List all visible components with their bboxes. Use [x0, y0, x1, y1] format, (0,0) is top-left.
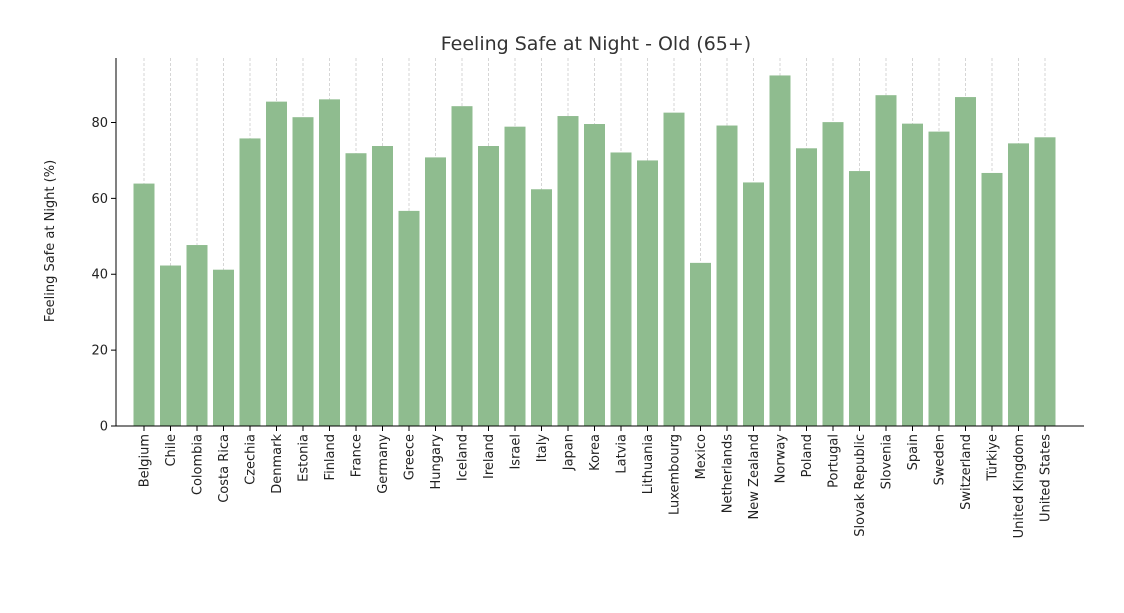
bar-t-rkiye — [981, 172, 1003, 426]
x-tick-label: France — [350, 434, 365, 477]
x-tick-label: Iceland — [456, 434, 471, 481]
y-tick-label: 60 — [91, 192, 108, 207]
bar-ireland — [478, 146, 499, 427]
x-tick-label: Latvia — [615, 434, 630, 474]
bar-france — [345, 153, 367, 427]
bar-sweden — [928, 131, 950, 426]
x-tick-label: Korea — [588, 434, 603, 471]
y-axis-label: Feeling Safe at Night (%) — [43, 160, 58, 322]
x-tick-label: Spain — [906, 434, 921, 470]
bar-new-zealand — [743, 182, 764, 426]
y-axis-ticks: 0 20 40 60 80 — [91, 116, 116, 435]
x-tick-label: Mexico — [694, 434, 709, 479]
x-tick-label: Czechia — [244, 434, 259, 485]
bar-denmark — [266, 101, 287, 426]
bar-slovenia — [875, 95, 897, 426]
x-tick-label: Greece — [403, 434, 418, 480]
bar-luxembourg — [663, 112, 685, 427]
x-tick-label: Colombia — [191, 434, 206, 495]
bar-mexico — [690, 262, 711, 426]
x-tick-label: Finland — [323, 434, 338, 480]
bar-germany — [372, 146, 393, 427]
bar-chile — [160, 265, 181, 426]
x-tick-label: Lithuania — [641, 434, 656, 494]
x-tick-label: Slovak Republic — [853, 434, 868, 537]
x-tick-label: Estonia — [297, 434, 312, 482]
bar-spain — [902, 123, 923, 426]
bar-latvia — [610, 152, 632, 426]
bar-finland — [319, 99, 340, 427]
x-tick-label: Luxembourg — [668, 434, 683, 515]
bar-japan — [557, 116, 579, 427]
bar-greece — [398, 210, 420, 426]
bar-poland — [796, 148, 817, 426]
bar-czechia — [239, 138, 261, 426]
x-tick-label: Hungary — [429, 434, 444, 490]
bar-iceland — [451, 106, 473, 426]
x-tick-label: Norway — [774, 434, 789, 484]
bar-united-kingdom — [1008, 143, 1029, 426]
bars — [133, 75, 1056, 427]
bar-lithuania — [637, 160, 658, 426]
x-tick-label: Belgium — [138, 434, 153, 487]
x-tick-label: Portugal — [827, 434, 842, 488]
x-tick-label: Netherlands — [721, 434, 736, 513]
x-tick-label: United Kingdom — [1012, 434, 1027, 538]
bar-united-states — [1034, 137, 1056, 427]
bar-korea — [584, 124, 605, 426]
x-tick-label: Türkiye — [986, 434, 1001, 482]
x-tick-label: Israel — [509, 434, 524, 470]
x-axis-ticks: Belgium Chile Colombia Costa Rica Czechia Den… — [138, 426, 1054, 538]
x-tick-label: Costa Rica — [217, 434, 232, 503]
bar-costa-rica — [213, 269, 234, 426]
x-tick-label: Germany — [376, 434, 391, 494]
x-tick-label: Switzerland — [959, 434, 974, 510]
x-tick-label: New Zealand — [747, 434, 762, 519]
y-tick-label: 0 — [100, 420, 108, 435]
bar-switzerland — [955, 97, 976, 426]
chart-title: Feeling Safe at Night - Old (65+) — [441, 33, 751, 55]
x-tick-label: Sweden — [933, 434, 948, 485]
x-tick-label: Slovenia — [880, 434, 895, 489]
x-tick-label: Japan — [562, 434, 577, 471]
bar-norway — [769, 75, 791, 427]
bar-israel — [504, 126, 526, 427]
y-tick-label: 80 — [91, 116, 108, 131]
bar-hungary — [425, 157, 446, 426]
bar-portugal — [822, 122, 844, 426]
y-tick-label: 20 — [91, 344, 108, 359]
x-tick-label: Chile — [164, 434, 179, 467]
bar-slovak-republic — [849, 171, 870, 426]
x-tick-label: Poland — [800, 434, 815, 477]
bar-italy — [531, 189, 552, 426]
bar-netherlands — [716, 125, 738, 426]
x-tick-label: Denmark — [270, 434, 285, 494]
x-tick-label: United States — [1039, 434, 1054, 522]
x-tick-label: Italy — [535, 434, 550, 463]
bar-belgium — [133, 183, 155, 426]
bar-estonia — [292, 117, 314, 426]
y-tick-label: 40 — [91, 268, 108, 283]
x-tick-label: Ireland — [482, 434, 497, 479]
bar-colombia — [186, 245, 208, 426]
